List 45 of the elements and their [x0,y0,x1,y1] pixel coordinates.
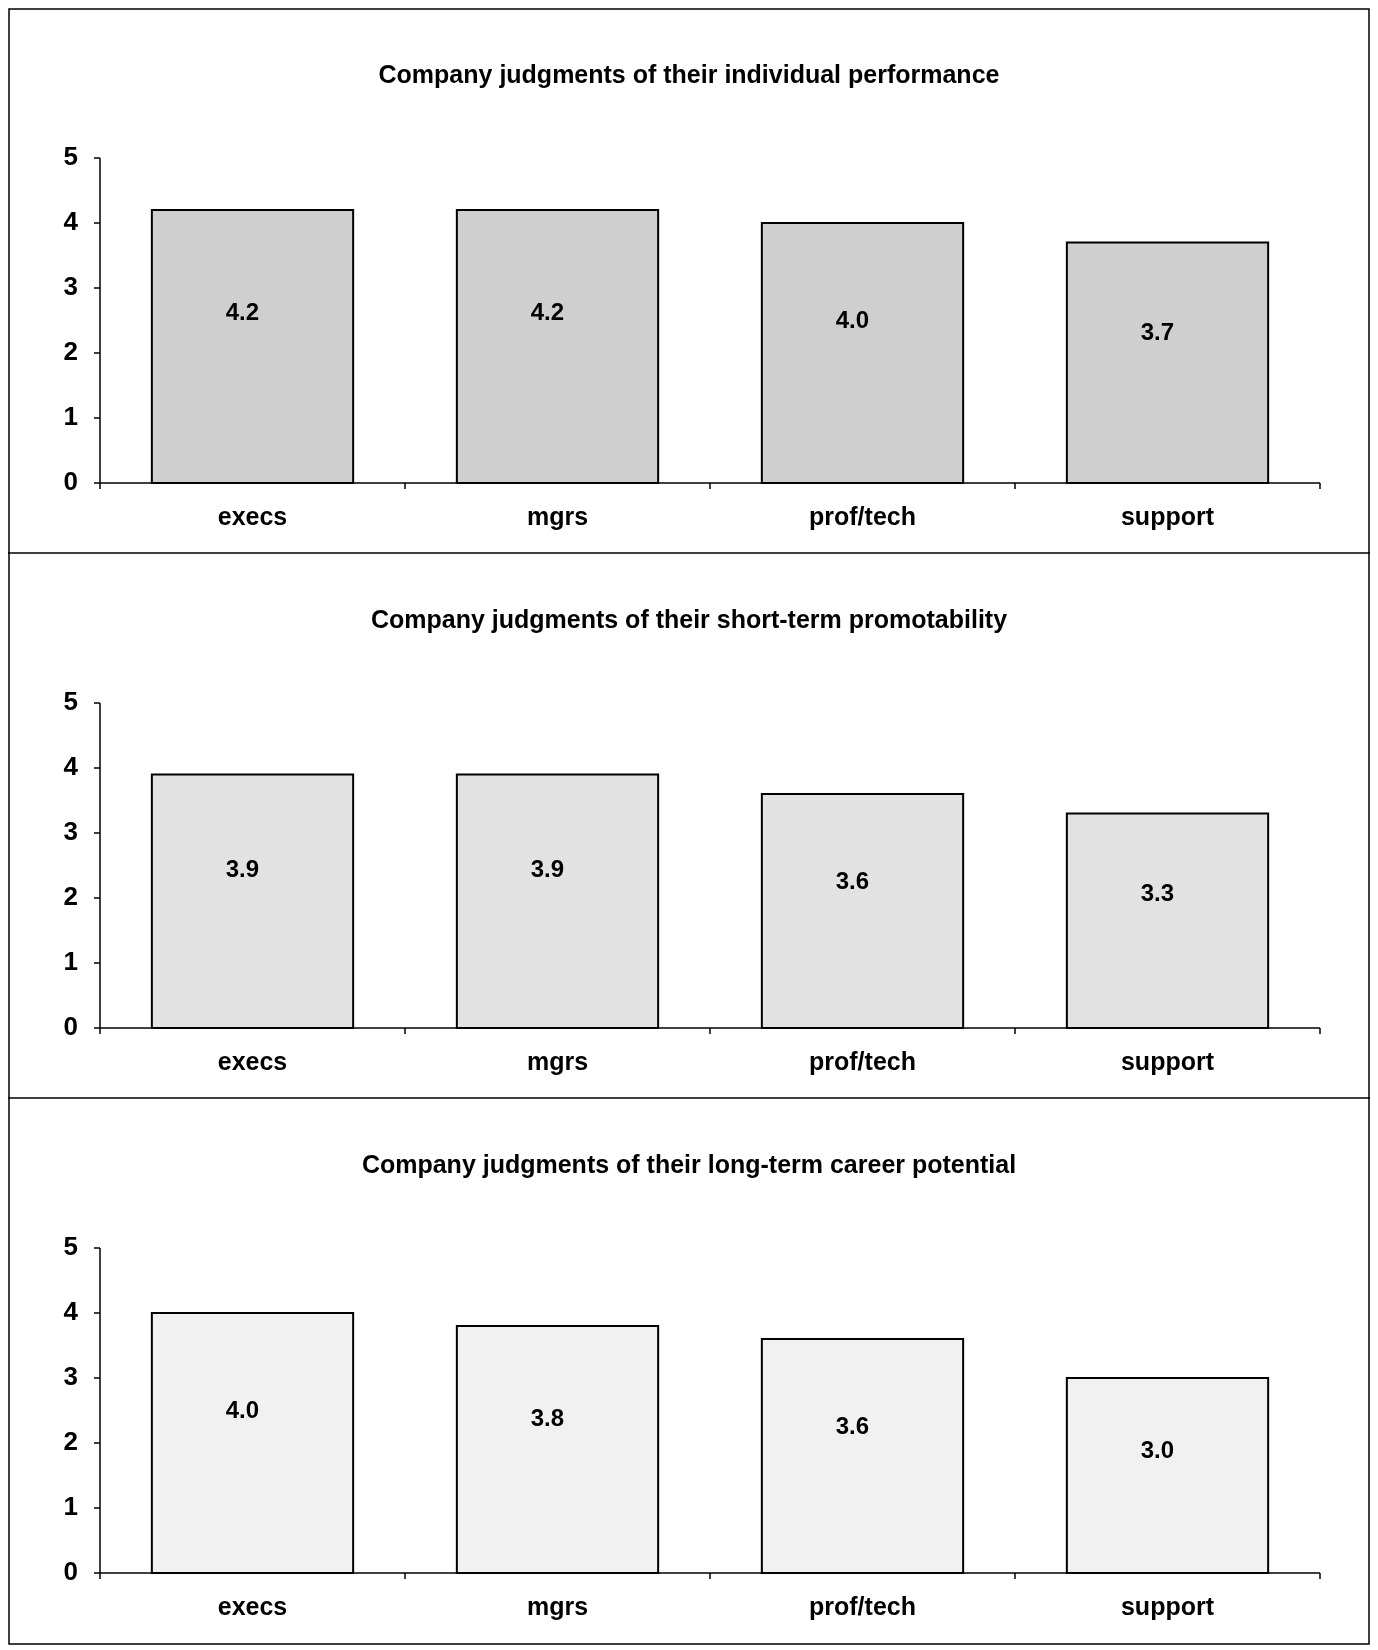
data-label: 4.2 [225,298,260,326]
y-tick-label: 1 [63,945,78,976]
data-label: 3.3 [1140,879,1175,907]
y-tick-label: 0 [63,1555,78,1586]
x-tick-label: prof/tech [809,1592,916,1620]
y-tick-label: 5 [63,685,78,716]
y-tick-label: 2 [63,1425,78,1456]
y-tick-label: 2 [63,880,78,911]
y-tick-label: 3 [63,815,78,846]
x-tick-label: execs [217,1047,288,1075]
y-tick-label: 0 [63,465,78,496]
y-tick-label: 5 [63,1230,78,1261]
x-tick-label: support [1120,1592,1215,1620]
data-label: 3.9 [225,855,260,883]
x-tick-label: execs [217,502,288,530]
chart-title: Company judgments of their individual performance [378,60,1000,88]
data-label: 4.2 [530,298,565,326]
y-tick-label: 5 [63,140,78,171]
x-tick-label: mgrs [526,1592,589,1620]
x-tick-label: execs [217,1592,288,1620]
chart-title: Company judgments of their short-term promotability [370,605,1008,633]
data-label: 4.0 [835,306,870,334]
data-label: 3.0 [1140,1436,1175,1464]
data-label: 3.6 [835,867,870,895]
data-label: 3.6 [835,1412,870,1440]
chart-title: Company judgments of their long-term career potential [361,1150,1017,1178]
data-label: 3.8 [530,1404,565,1432]
x-tick-label: support [1120,1047,1215,1075]
data-label: 4.0 [225,1396,260,1424]
x-tick-label: support [1120,502,1215,530]
data-label: 3.9 [530,855,565,883]
y-tick-label: 3 [63,1360,78,1391]
y-tick-label: 4 [63,750,79,781]
y-tick-label: 1 [63,400,78,431]
y-tick-label: 0 [63,1010,78,1041]
y-tick-label: 1 [63,1490,78,1521]
x-tick-label: mgrs [526,1047,589,1075]
y-tick-label: 3 [63,270,78,301]
y-tick-label: 4 [63,1295,79,1326]
x-tick-label: mgrs [526,502,589,530]
data-label: 3.7 [1140,318,1175,346]
y-tick-label: 2 [63,335,78,366]
x-tick-label: prof/tech [809,502,916,530]
x-tick-label: prof/tech [809,1047,916,1075]
y-tick-label: 4 [63,205,79,236]
